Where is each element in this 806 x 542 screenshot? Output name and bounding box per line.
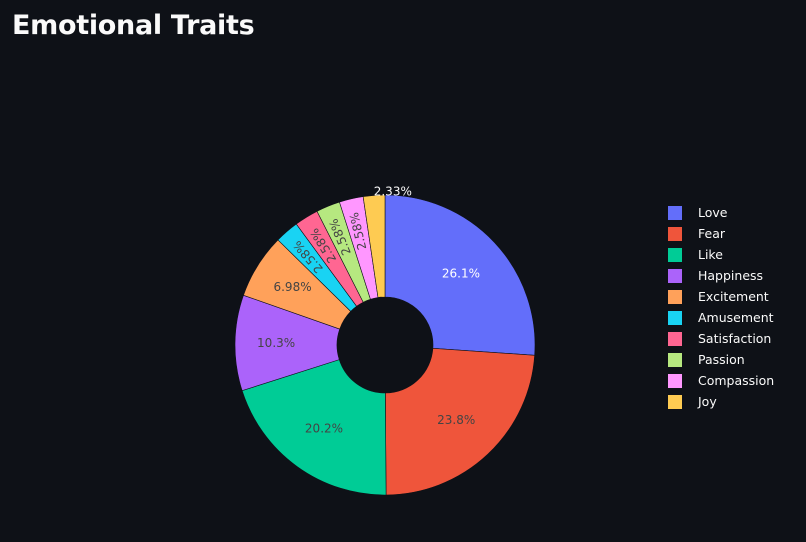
legend-swatch (668, 373, 682, 388)
slice-label-joy: 2.33% (374, 184, 412, 198)
slice-like[interactable] (241, 359, 387, 496)
legend-item-happiness[interactable]: Happiness (668, 265, 798, 286)
legend-item-satisfaction[interactable]: Satisfaction (668, 328, 798, 349)
legend-swatch (668, 352, 682, 367)
slice-label-love: 26.1% (442, 267, 480, 281)
legend-swatch (668, 268, 682, 283)
slice-joy[interactable] (362, 194, 386, 298)
legend-item-love[interactable]: Love (668, 202, 798, 223)
legend-swatch (668, 331, 682, 346)
legend-label: Satisfaction (698, 331, 772, 346)
slice-love[interactable] (384, 194, 536, 356)
slice-label-fear: 23.8% (437, 413, 475, 427)
legend-label: Passion (698, 352, 745, 367)
legend-swatch (668, 205, 682, 220)
legend-item-excitement[interactable]: Excitement (668, 286, 798, 307)
legend-item-passion[interactable]: Passion (668, 349, 798, 370)
legend-item-joy[interactable]: Joy (668, 391, 798, 412)
legend-label: Amusement (698, 310, 774, 325)
legend-item-amusement[interactable]: Amusement (668, 307, 798, 328)
legend-item-like[interactable]: Like (668, 244, 798, 265)
legend-item-fear[interactable]: Fear (668, 223, 798, 244)
legend-swatch (668, 394, 682, 409)
legend-label: Excitement (698, 289, 769, 304)
legend-label: Fear (698, 226, 725, 241)
slice-label-excitement: 6.98% (273, 280, 311, 294)
chart-legend: Love Fear Like Happiness Excitement Amusement… (668, 202, 798, 412)
page-title: Emotional Traits (12, 10, 255, 41)
legend-item-compassion[interactable]: Compassion (668, 370, 798, 391)
legend-label: Love (698, 205, 728, 220)
legend-swatch (668, 310, 682, 325)
legend-swatch (668, 226, 682, 241)
legend-swatch (668, 289, 682, 304)
slice-fear[interactable] (385, 347, 535, 496)
legend-label: Happiness (698, 268, 764, 283)
slice-label-happiness: 10.3% (257, 336, 295, 350)
legend-swatch (668, 247, 682, 262)
legend-label: Joy (698, 394, 717, 409)
slice-label-like: 20.2% (305, 422, 343, 436)
legend-label: Like (698, 247, 723, 262)
legend-label: Compassion (698, 373, 775, 388)
